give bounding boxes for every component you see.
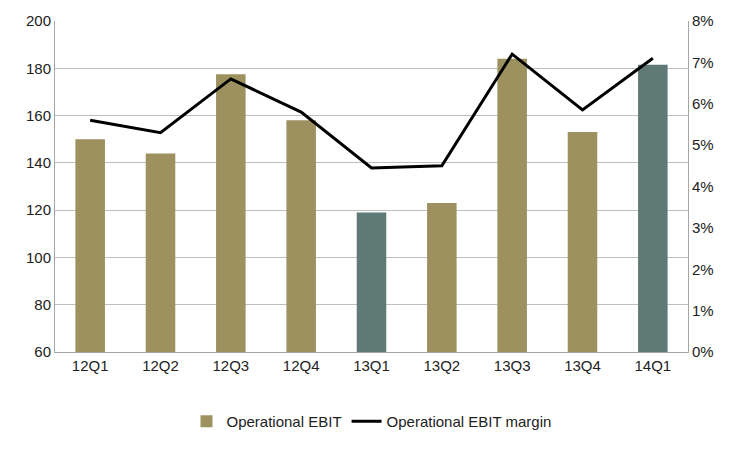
svg-text:Operational EBIT: Operational EBIT xyxy=(227,413,342,430)
svg-text:Operational EBIT margin: Operational EBIT margin xyxy=(387,413,552,430)
svg-text:7%: 7% xyxy=(692,54,714,71)
svg-text:180: 180 xyxy=(26,60,51,77)
svg-text:6%: 6% xyxy=(692,95,714,112)
svg-text:14Q1: 14Q1 xyxy=(634,357,671,374)
svg-text:4%: 4% xyxy=(692,178,714,195)
svg-text:80: 80 xyxy=(34,296,51,313)
svg-text:5%: 5% xyxy=(692,136,714,153)
svg-text:100: 100 xyxy=(26,249,51,266)
svg-text:13Q2: 13Q2 xyxy=(423,357,460,374)
svg-text:2%: 2% xyxy=(692,261,714,278)
svg-text:120: 120 xyxy=(26,201,51,218)
svg-text:160: 160 xyxy=(26,107,51,124)
svg-text:13Q3: 13Q3 xyxy=(494,357,531,374)
svg-text:12Q4: 12Q4 xyxy=(283,357,320,374)
svg-text:200: 200 xyxy=(26,12,51,29)
svg-text:140: 140 xyxy=(26,154,51,171)
svg-text:12Q3: 12Q3 xyxy=(212,357,249,374)
svg-text:13Q4: 13Q4 xyxy=(564,357,601,374)
svg-text:12Q2: 12Q2 xyxy=(142,357,179,374)
svg-text:3%: 3% xyxy=(692,219,714,236)
svg-text:0%: 0% xyxy=(692,343,714,360)
svg-text:60: 60 xyxy=(34,343,51,360)
svg-text:8%: 8% xyxy=(692,12,714,29)
svg-text:1%: 1% xyxy=(692,302,714,319)
svg-text:13Q1: 13Q1 xyxy=(353,357,390,374)
svg-text:12Q1: 12Q1 xyxy=(72,357,109,374)
